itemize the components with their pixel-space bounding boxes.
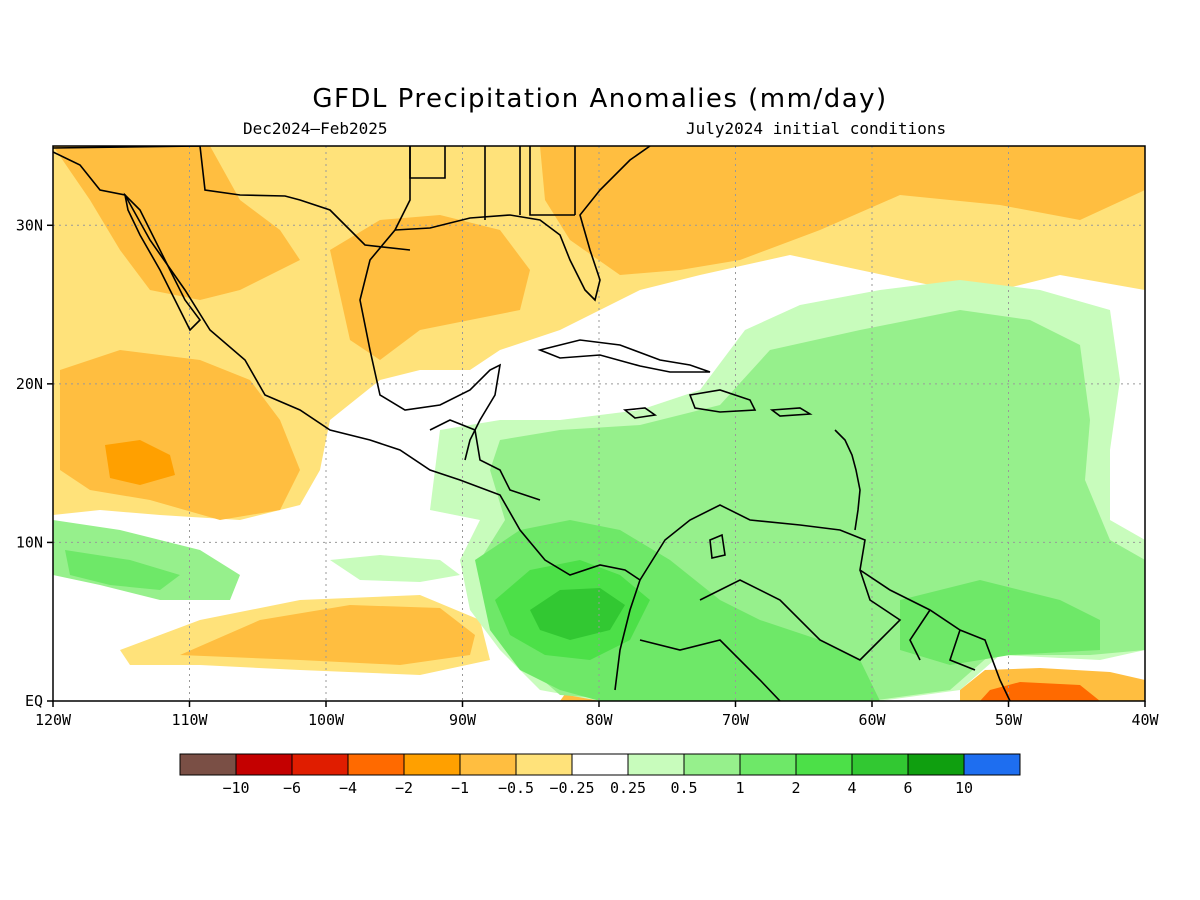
legend-swatch — [851, 753, 909, 776]
coast-us-gulf — [394, 146, 651, 302]
lon-tick-label: 40W — [1131, 711, 1159, 729]
lon-tick-label: 80W — [585, 711, 613, 729]
legend-label: 0.25 — [610, 779, 646, 797]
legend-label: −10 — [222, 779, 249, 797]
lon-tick-label: 60W — [858, 711, 886, 729]
lon-tick-label: 110W — [171, 711, 208, 729]
legend-swatch — [235, 753, 293, 776]
dry-region-mexico — [53, 146, 300, 300]
coast-lesser-antilles — [834, 429, 861, 531]
lon-tick-label: 100W — [308, 711, 345, 729]
legend-label: 2 — [791, 779, 800, 797]
wet-band-itcz-east — [330, 555, 460, 582]
legend-swatch — [627, 753, 685, 776]
legend-swatch — [403, 753, 461, 776]
coast-gulf-mexico — [359, 146, 502, 461]
lon-tick-label: 50W — [995, 711, 1023, 729]
legend-label: −0.5 — [498, 779, 534, 797]
initial-conditions-label: July2024 initial conditions — [686, 119, 947, 138]
border-south-america-1 — [699, 569, 902, 661]
legend-swatch — [179, 753, 237, 776]
dry-region-gulf — [330, 215, 530, 360]
legend-label: −6 — [283, 779, 301, 797]
season-label: Dec2024–Feb2025 — [243, 119, 388, 138]
color-legend: −10 −6 −4 −2 −1 −0.5 −0.25 0.25 0.5 1 2 4 6 10 — [179, 753, 1021, 797]
legend-label: 10 — [955, 779, 973, 797]
lon-tick-label: 90W — [449, 711, 477, 729]
legend-swatch — [907, 753, 965, 776]
legend-swatch — [347, 753, 405, 776]
legend-swatch — [963, 753, 1021, 776]
legend-swatch — [515, 753, 573, 776]
border-guianas — [909, 609, 976, 671]
legend-swatch — [459, 753, 517, 776]
coast-cuba — [537, 339, 711, 373]
lon-tick-label: 70W — [722, 711, 750, 729]
coast-south-america-north — [639, 504, 1011, 701]
coast-baja — [123, 192, 202, 332]
wet-band-itcz-inner — [65, 550, 180, 590]
coast-puerto-rico — [769, 407, 813, 417]
coast-hispaniola — [688, 389, 757, 413]
lat-tick-label: 30N — [16, 216, 43, 234]
legend-label: −4 — [339, 779, 357, 797]
longitude-axis: 120W 110W 100W 90W 80W 70W 60W 50W 40W — [35, 701, 1160, 729]
lat-tick-label: EQ — [25, 692, 43, 710]
border-south-america-2 — [639, 639, 781, 701]
legend-swatch — [739, 753, 797, 776]
lon-tick-label: 120W — [35, 711, 72, 729]
legend-label: 6 — [903, 779, 912, 797]
border-central-america — [429, 419, 541, 501]
legend-swatch — [571, 753, 629, 776]
lat-tick-label: 20N — [16, 375, 43, 393]
gridlines — [53, 146, 1145, 701]
legend-label: 4 — [847, 779, 856, 797]
map-title: GFDL Precipitation Anomalies (mm/day) — [312, 84, 888, 114]
dry-core-pacific — [105, 440, 175, 485]
coastlines — [53, 146, 1011, 701]
legend-label: 0.5 — [670, 779, 697, 797]
latitude-axis: EQ 10N 20N 30N — [16, 216, 53, 710]
legend-label: −1 — [451, 779, 469, 797]
legend-label: 1 — [735, 779, 744, 797]
legend-swatch — [683, 753, 741, 776]
legend-swatch — [291, 753, 349, 776]
legend-label: −2 — [395, 779, 413, 797]
legend-label: −0.25 — [549, 779, 594, 797]
legend-swatch — [795, 753, 853, 776]
border-us-states — [409, 146, 576, 220]
coast-jamaica — [622, 407, 658, 419]
coast-north-america-west — [53, 151, 641, 691]
lat-tick-label: 10N — [16, 533, 43, 551]
dry-core-eastern-pacific — [180, 605, 475, 665]
border-mexico-us — [53, 146, 411, 251]
wet-max-colombia — [530, 588, 625, 640]
wet-region-guianas — [900, 580, 1100, 665]
coast-lake-maracaibo — [709, 533, 726, 559]
dry-core-south-atlantic — [980, 682, 1100, 701]
dry-region-atlantic — [540, 146, 1145, 275]
